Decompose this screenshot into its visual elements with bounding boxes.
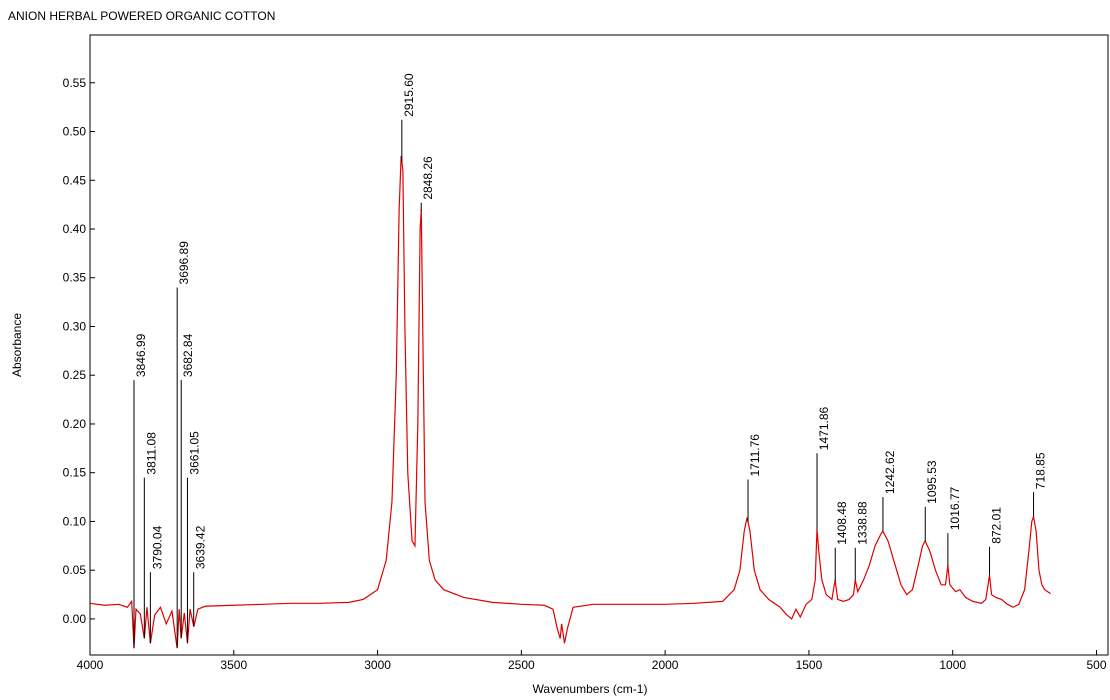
x-axis-label: Wavenumbers (cm-1) [533, 682, 648, 696]
chart-title: ANION HERBAL POWERED ORGANIC COTTON [8, 9, 275, 23]
x-tick-label: 4000 [77, 658, 104, 672]
x-tick-label: 3500 [220, 658, 247, 672]
y-tick-label: 0.00 [63, 612, 87, 626]
peak-label: 1016.77 [948, 486, 962, 530]
peak-label: 1338.88 [855, 501, 869, 545]
y-tick-label: 0.20 [63, 417, 87, 431]
peak-label: 1242.62 [883, 450, 897, 494]
peak-label: 3682.84 [181, 333, 195, 377]
y-tick-label: 0.45 [63, 173, 87, 187]
peak-label: 3790.04 [150, 525, 164, 569]
x-tick-label: 500 [1086, 658, 1106, 672]
y-tick-label: 0.30 [63, 319, 87, 333]
x-tick-label: 3000 [364, 658, 391, 672]
peak-label: 872.01 [990, 507, 1004, 544]
peak-label: 3661.05 [187, 431, 201, 475]
peak-label: 1408.48 [835, 501, 849, 545]
y-tick-label: 0.35 [63, 271, 87, 285]
peak-label: 3696.89 [177, 241, 191, 285]
peak-label: 1711.76 [748, 434, 762, 477]
y-tick-label: 0.55 [63, 76, 87, 90]
y-tick-label: 0.40 [63, 222, 87, 236]
y-tick-label: 0.25 [63, 368, 87, 382]
peak-label: 3846.99 [134, 333, 148, 377]
y-tick-label: 0.15 [63, 466, 87, 480]
x-tick-label: 1500 [796, 658, 823, 672]
peak-label: 3811.08 [144, 432, 158, 475]
y-axis-label: Absorbance [10, 313, 24, 377]
x-tick-label: 2000 [652, 658, 679, 672]
plot-frame [89, 34, 1109, 656]
y-tick-label: 0.10 [63, 514, 87, 528]
y-tick-label: 0.05 [63, 563, 87, 577]
x-tick-label: 1000 [939, 658, 966, 672]
peak-label: 3639.42 [194, 525, 208, 569]
peak-label: 1471.86 [817, 407, 831, 451]
x-tick-label: 2500 [508, 658, 535, 672]
spectrum-line [89, 155, 1051, 649]
peak-label: 1095.53 [925, 460, 939, 504]
peak-label: 2915.60 [402, 73, 416, 117]
peak-label: 2848.26 [421, 156, 435, 200]
peak-label: 718.85 [1034, 452, 1048, 489]
y-tick-label: 0.50 [63, 125, 87, 139]
